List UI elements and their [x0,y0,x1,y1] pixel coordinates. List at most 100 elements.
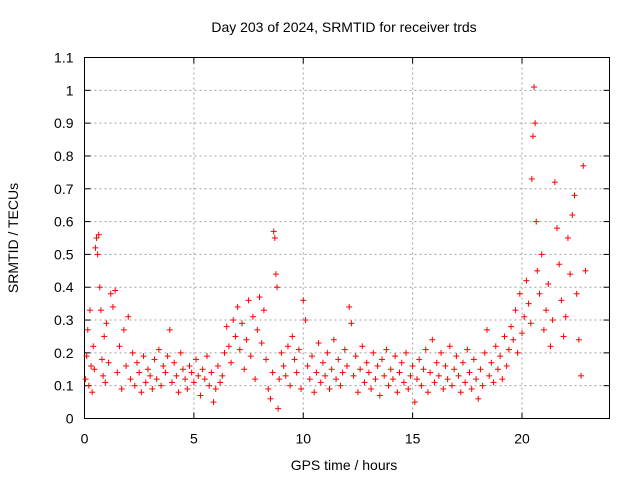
data-point [175,389,182,396]
data-point [99,356,105,363]
data-point [275,405,282,412]
data-point [348,320,355,327]
data-point [473,376,480,383]
data-point [451,366,458,373]
data-point [256,294,263,301]
data-point [147,372,154,379]
data-point [236,346,243,353]
data-point [162,369,169,376]
data-point [512,307,519,314]
data-point [252,376,259,383]
data-point [350,372,357,379]
data-point [142,379,149,386]
x-tick-label: 20 [514,431,530,447]
data-point [341,346,348,353]
data-point [392,353,399,360]
data-point [243,336,250,343]
data-point [492,343,499,350]
data-point [396,369,403,376]
data-point [525,300,532,307]
data-point [208,369,215,376]
data-point [101,333,108,340]
data-point [131,382,138,389]
data-point [420,366,427,373]
data-point [311,389,318,396]
data-point [516,290,523,297]
data-point [414,376,420,383]
data-point [197,392,204,399]
data-point [368,385,375,392]
data-point [287,382,294,389]
data-point [484,326,490,333]
data-point [575,336,582,343]
data-point [344,362,350,369]
data-point [182,376,189,383]
y-tick-label: 0.5 [54,246,74,262]
data-point [241,366,248,373]
data-point [411,399,418,406]
data-point [521,313,528,320]
data-point [424,389,431,396]
data-point [193,356,200,363]
data-point [503,362,510,369]
data-point [105,359,112,366]
data-point [88,362,95,369]
data-point [270,228,277,235]
data-point [409,362,416,369]
data-point [438,349,445,356]
data-point [560,333,567,340]
data-point [370,349,377,356]
data-point [372,376,379,383]
data-point [134,359,140,366]
data-point [337,382,344,389]
data-point [453,353,460,360]
data-point [422,346,429,353]
data-point [280,362,287,369]
data-point [313,369,320,376]
y-tick-label: 0.9 [54,115,74,131]
data-point [440,385,447,392]
data-point [228,359,235,366]
data-point [230,317,237,324]
y-tick-label: 0.6 [54,214,74,230]
data-point [300,297,307,304]
data-point [418,382,425,389]
data-point [381,372,388,379]
data-point [144,366,151,373]
data-point [354,389,361,396]
data-point [103,320,110,327]
data-point [206,382,213,389]
data-point [433,359,440,366]
data-point [459,359,466,366]
x-tick-label: 15 [405,431,421,447]
data-point [531,84,538,91]
data-point [186,362,193,369]
data-point [91,366,98,373]
data-point [254,326,261,333]
data-point [263,356,270,363]
data-point [573,290,580,297]
data-point [501,333,508,340]
data-point [510,336,517,343]
data-point [158,382,165,389]
data-point [326,385,333,392]
data-point [444,376,451,383]
data-point [529,133,536,140]
data-point [567,271,574,278]
data-point [435,372,442,379]
data-point [214,362,221,369]
data-point [319,359,326,366]
data-point [190,379,197,386]
data-point [389,376,396,383]
data-point [149,385,156,392]
y-tick-label: 0 [66,411,74,427]
data-point [166,326,173,333]
data-point [289,333,296,340]
data-point [298,385,305,392]
data-point [232,333,239,340]
y-tick-label: 0.4 [54,279,74,295]
data-point [540,326,547,333]
data-point [160,362,167,369]
data-point [361,379,368,386]
data-point [536,290,543,297]
